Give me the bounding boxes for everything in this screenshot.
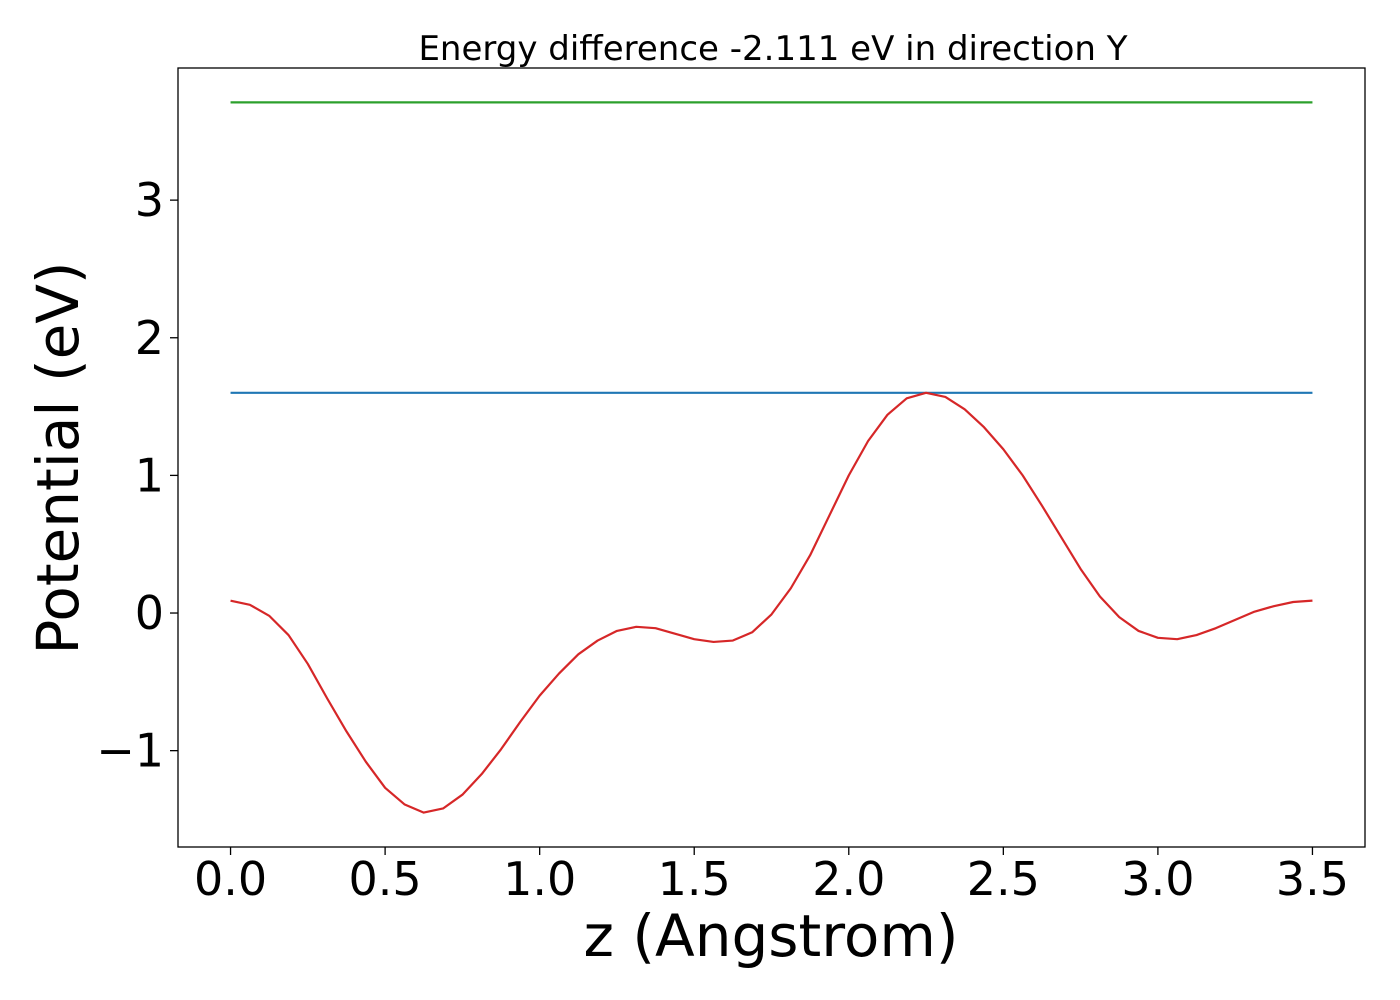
x-tick-label: 3.0 (1121, 852, 1194, 906)
x-tick-label: 2.0 (812, 852, 885, 906)
x-tick-label: 0.0 (194, 852, 267, 906)
y-tick-label: 2 (135, 311, 164, 365)
plot-area (230, 101, 1313, 814)
y-tick-label: 0 (135, 586, 164, 640)
x-tick-label: 1.0 (503, 852, 576, 906)
y-tick-label: 1 (135, 448, 164, 502)
series-line-3 (230, 391, 1313, 814)
x-axis: 0.0 0.5 1.0 1.5 2.0 2.5 3.0 3.5 (194, 847, 1349, 906)
x-tick-label: 1.5 (658, 852, 731, 906)
x-tick-label: 2.5 (967, 852, 1040, 906)
y-axis-label: Potential (eV) (24, 261, 92, 654)
y-axis: −1 0 1 2 3 (96, 173, 178, 778)
y-tick-label: −1 (96, 724, 164, 778)
chart-title: Energy difference -2.111 eV in direction… (418, 29, 1127, 69)
x-tick-label: 0.5 (349, 852, 422, 906)
x-tick-label: 3.5 (1276, 852, 1349, 906)
x-axis-label: z (Angstrom) (584, 902, 959, 970)
y-tick-label: 3 (135, 173, 164, 227)
plot-frame (177, 67, 1366, 848)
